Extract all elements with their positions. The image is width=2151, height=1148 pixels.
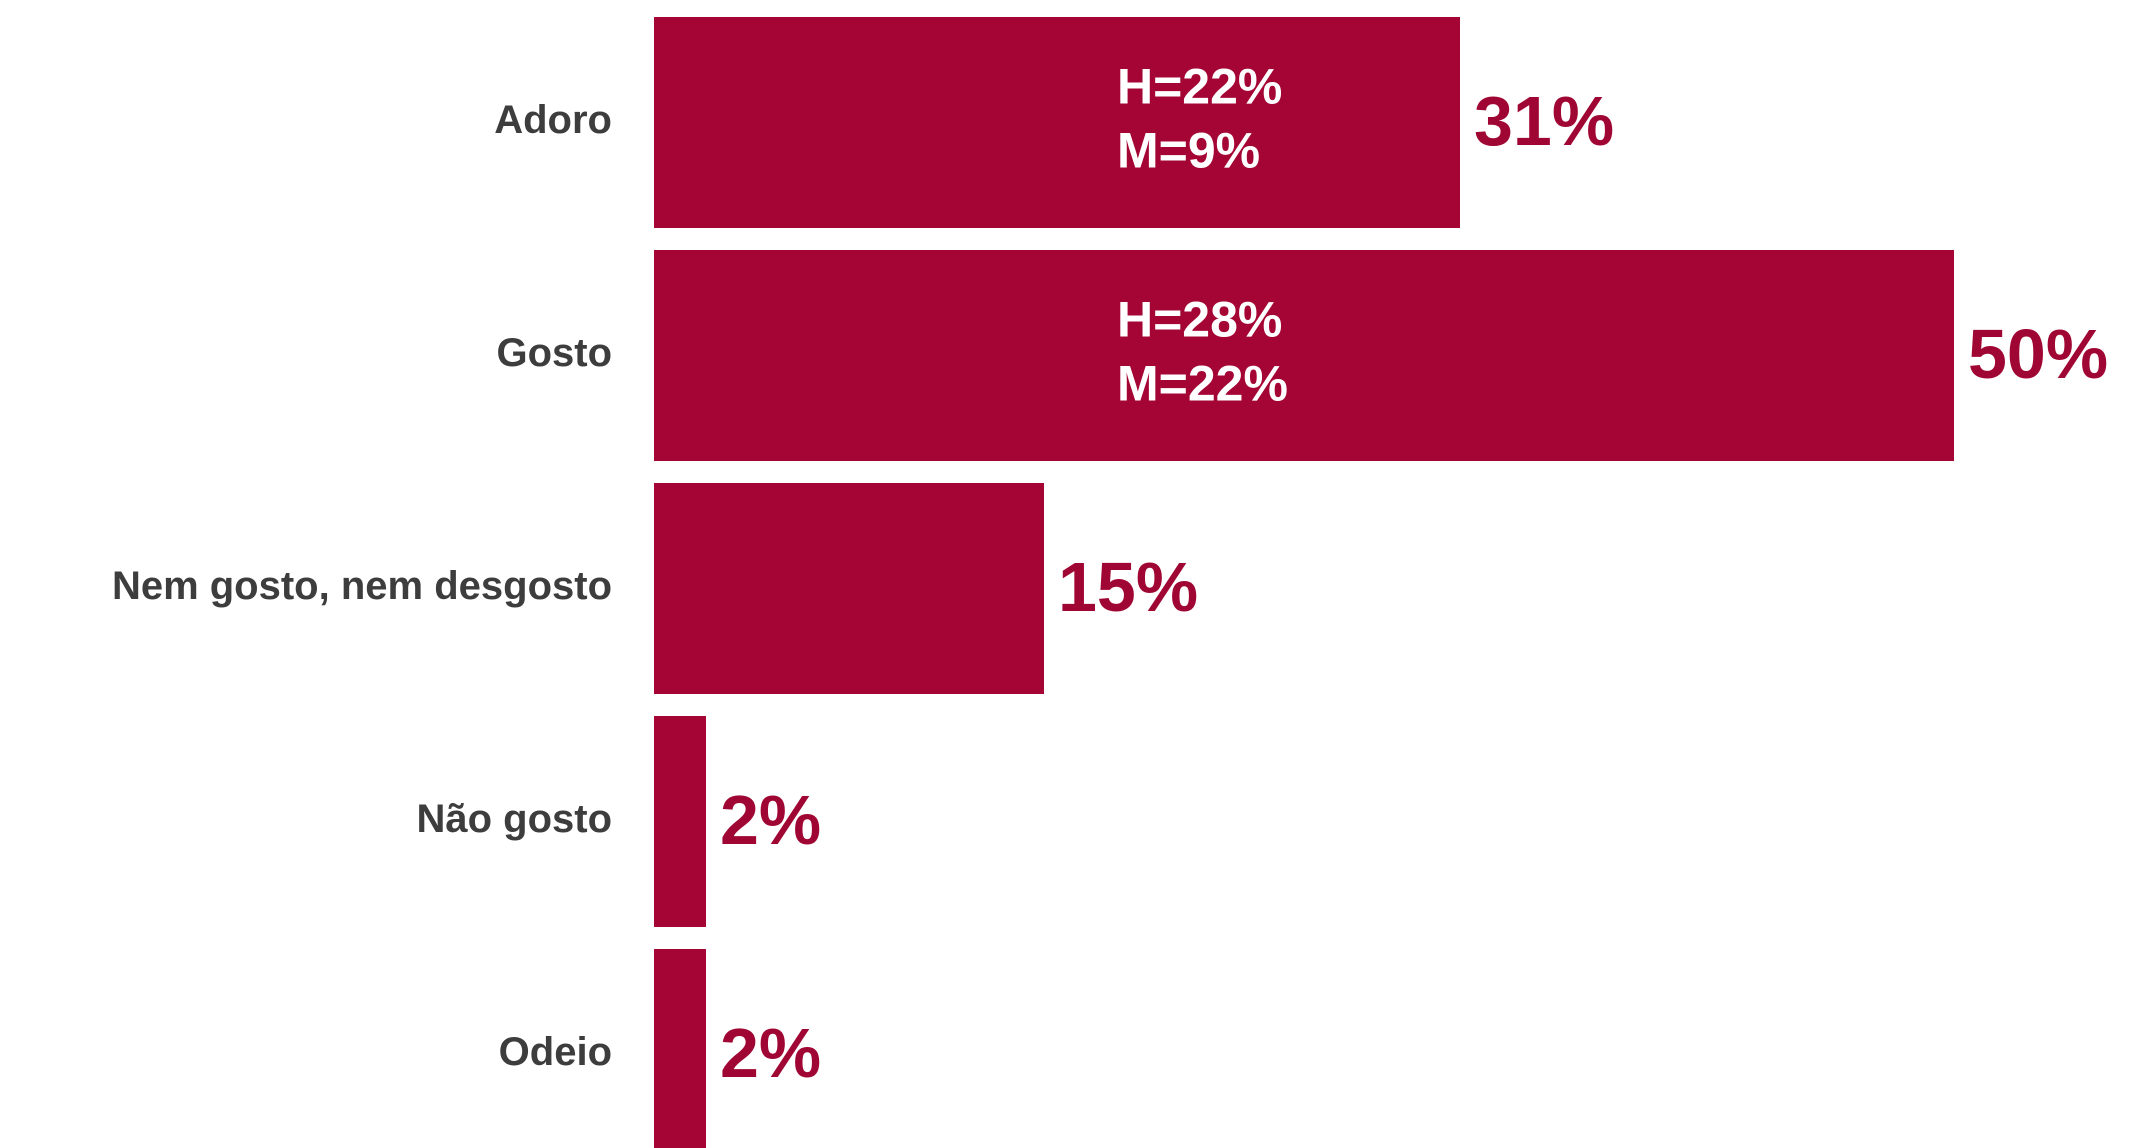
category-label: Não gosto xyxy=(416,797,612,841)
category-label: Gosto xyxy=(496,331,612,375)
bar xyxy=(654,17,1460,228)
value-label: 2% xyxy=(720,1014,821,1092)
category-label: Adoro xyxy=(494,98,612,142)
category-label: Nem gosto, nem desgosto xyxy=(112,564,612,608)
value-label: 2% xyxy=(720,781,821,859)
bar xyxy=(654,250,1954,461)
inner-label: M=22% xyxy=(1117,356,1288,412)
inner-label: M=9% xyxy=(1117,123,1260,179)
value-label: 50% xyxy=(1968,315,2108,393)
value-label: 31% xyxy=(1474,82,1614,160)
inner-label: H=22% xyxy=(1117,59,1282,115)
inner-label: H=28% xyxy=(1117,292,1282,348)
value-label: 15% xyxy=(1058,548,1198,626)
bar xyxy=(654,949,706,1148)
bar xyxy=(654,483,1044,694)
bar xyxy=(654,716,706,927)
category-label: Odeio xyxy=(499,1030,612,1074)
